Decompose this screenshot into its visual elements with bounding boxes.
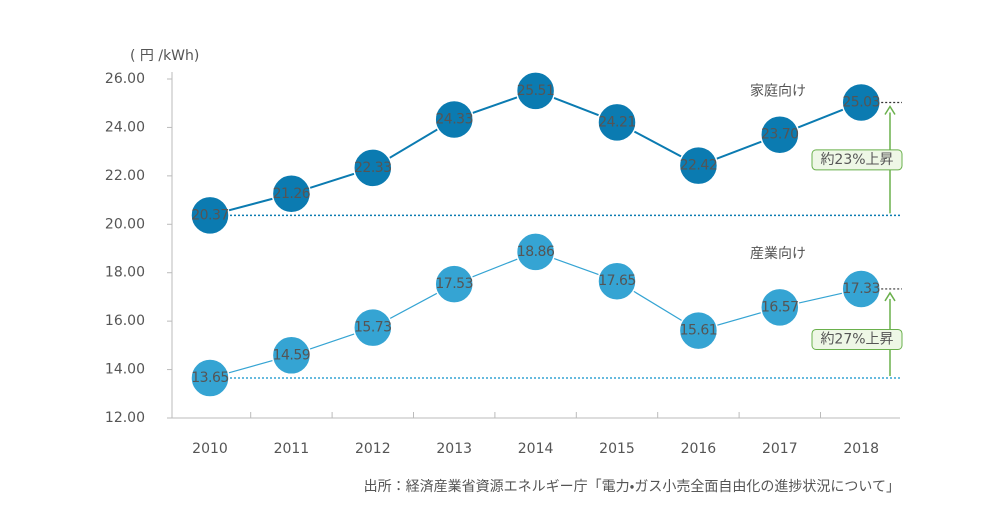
point xyxy=(841,269,881,309)
point xyxy=(678,310,719,351)
y-tick-label: 26.00 xyxy=(105,71,145,87)
x-tick-label: 2016 xyxy=(681,441,717,457)
point xyxy=(597,261,637,301)
rise-arrow-head xyxy=(884,105,896,115)
y-tick-label: 12.00 xyxy=(105,410,145,426)
point xyxy=(434,264,474,304)
value-label: 14.59 xyxy=(273,347,311,363)
source: 出所：経済産業省資源エネルギー庁「電力・ガス小売全面自由化の進捗状況について」 xyxy=(364,479,900,495)
point xyxy=(190,195,230,236)
y-tick-label: 14.00 xyxy=(105,362,145,378)
point xyxy=(515,71,556,111)
annotation: 約27%上昇 xyxy=(820,331,893,347)
value-label: 22.33 xyxy=(354,160,392,176)
value-label: 15.73 xyxy=(354,320,392,336)
series-name: 家庭向け xyxy=(750,82,806,99)
point xyxy=(760,287,800,328)
y-tick-label: 18.00 xyxy=(105,265,145,281)
value-label: 24.33 xyxy=(435,111,473,127)
value-label: 13.65 xyxy=(191,370,229,386)
point xyxy=(190,358,230,398)
point xyxy=(353,148,393,188)
y-tick-label: 20.00 xyxy=(105,216,145,232)
point xyxy=(760,114,800,155)
point xyxy=(271,174,312,214)
rise-arrow-head xyxy=(884,291,896,302)
point xyxy=(678,145,719,186)
x-tick-label: 2015 xyxy=(599,441,635,457)
y-tick-label: 16.00 xyxy=(105,313,145,329)
x-tick-label: 2018 xyxy=(843,441,879,457)
y-axis-label: ( 円 /kWh) xyxy=(130,48,199,64)
y-tick-label: 24.00 xyxy=(105,119,145,135)
value-label: 25.51 xyxy=(517,83,555,99)
x-tick-label: 2014 xyxy=(518,441,554,457)
value-label: 16.57 xyxy=(761,299,799,315)
value-label: 15.61 xyxy=(680,323,718,339)
x-tick-label: 2017 xyxy=(762,441,798,457)
value-label: 20.37 xyxy=(191,207,229,223)
point xyxy=(353,307,393,348)
x-tick-label: 2011 xyxy=(274,441,310,457)
value-label: 21.26 xyxy=(273,186,311,202)
value-label: 23.70 xyxy=(761,127,799,143)
value-label: 18.86 xyxy=(517,244,555,260)
x-tick-label: 2013 xyxy=(436,441,472,457)
value-label: 24.21 xyxy=(598,114,636,130)
annotation-box xyxy=(811,328,903,350)
x-tick-label: 2010 xyxy=(192,441,228,457)
point xyxy=(841,82,881,123)
value-label: 17.33 xyxy=(842,281,880,297)
value-label: 22.42 xyxy=(680,158,718,174)
value-label: 17.53 xyxy=(435,276,473,292)
annotation: 約23%上昇 xyxy=(820,152,893,168)
value-label: 17.65 xyxy=(598,273,636,289)
point xyxy=(434,99,474,140)
annotation-box xyxy=(811,149,903,171)
y-tick-label: 22.00 xyxy=(105,168,145,184)
point xyxy=(515,232,556,272)
series-name: 産業向け xyxy=(750,246,806,262)
value-label: 25.03 xyxy=(842,94,880,110)
x-tick-label: 2012 xyxy=(355,441,391,457)
point xyxy=(271,335,312,376)
point xyxy=(597,102,637,143)
